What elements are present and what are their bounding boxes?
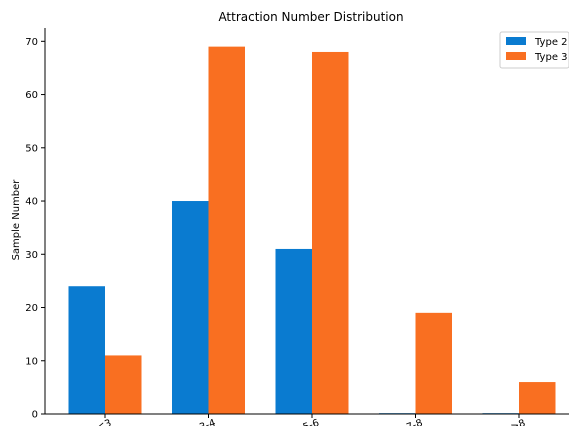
bar-type-3-4 — [519, 382, 556, 414]
y-tick-label: 20 — [25, 303, 38, 314]
y-tick-label: 70 — [25, 37, 38, 48]
y-tick-label: 40 — [25, 197, 38, 208]
bar-type-2-2 — [275, 248, 312, 414]
ticks-layer: 0 10 20 30 40 50 60 70 <3 3-4 5-6 7-8 >8 — [25, 37, 527, 426]
bar-type-3-0 — [105, 355, 142, 414]
bar-type-3-2 — [312, 51, 349, 415]
y-tick-label: 50 — [25, 143, 38, 154]
x-tick-label: <3 — [95, 418, 113, 426]
bar-type-2-1 — [172, 201, 209, 414]
x-tick-label: >8 — [509, 418, 527, 426]
axes-layer — [44, 28, 569, 415]
y-tick-label: 60 — [25, 90, 38, 101]
x-tick-label: 3-4 — [198, 418, 217, 426]
bar-type-2-0 — [68, 286, 105, 414]
bar-type-3-3 — [415, 312, 452, 414]
legend: Type 2 Type 3 — [499, 31, 569, 69]
y-axis-title: Sample Number — [11, 179, 22, 261]
x-tick-label: 7-8 — [405, 418, 424, 426]
bars-layer — [68, 46, 556, 415]
legend-swatch-type-2 — [506, 37, 526, 45]
legend-label-type-2: Type 2 — [534, 37, 568, 48]
y-tick-label: 0 — [32, 410, 38, 421]
chart-title: Attraction Number Distribution — [218, 10, 403, 24]
bar-type-3-1 — [208, 46, 245, 414]
y-tick-label: 10 — [25, 356, 38, 367]
legend-swatch-type-3 — [506, 52, 526, 60]
y-tick-label: 30 — [25, 250, 38, 261]
legend-label-type-3: Type 3 — [534, 52, 568, 63]
x-tick-label: 5-6 — [302, 418, 321, 426]
